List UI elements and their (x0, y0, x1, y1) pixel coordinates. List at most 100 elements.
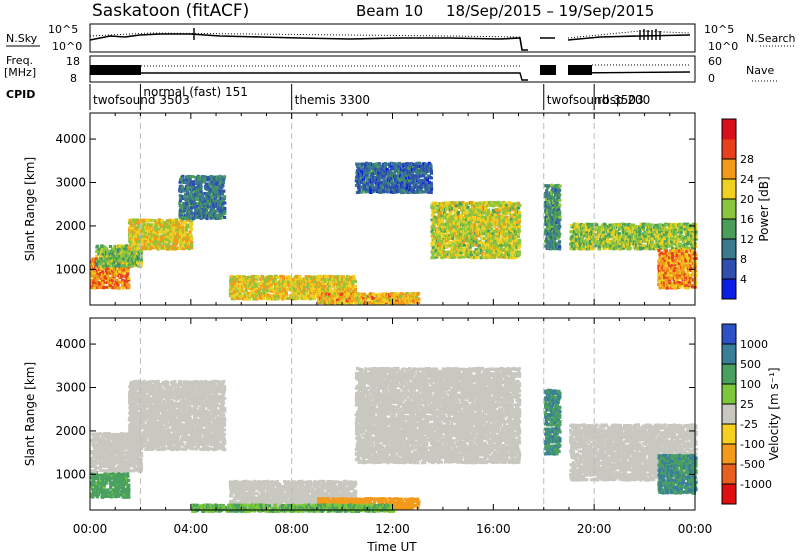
nsearch-tick-top: 10^5 (704, 23, 734, 36)
echo-cell (185, 178, 190, 182)
echo-cell (179, 207, 183, 211)
echo-cell (309, 292, 313, 295)
echo-cell (203, 199, 207, 203)
echo-cell (132, 257, 136, 261)
echo-cell (125, 250, 129, 253)
echo-cell (185, 228, 189, 232)
echo-cell (206, 185, 210, 189)
echo-cell (109, 276, 113, 280)
echo-cell (110, 278, 114, 282)
echo-cell (275, 285, 279, 288)
echo-cell (107, 264, 111, 268)
freq-tick-top: 18 (66, 55, 80, 68)
echo-cell (211, 202, 216, 206)
echo-cell (188, 240, 192, 244)
echo-cell (217, 189, 221, 193)
echo-cell (105, 247, 109, 251)
echo-cell (125, 281, 129, 285)
echo-cell (304, 275, 308, 279)
echo-cell (203, 213, 207, 217)
echo-cell (133, 235, 137, 239)
echo-cell (155, 244, 159, 248)
echo-cell (137, 262, 141, 266)
echo-cell (221, 209, 225, 213)
echo-cell (127, 276, 131, 280)
echo-cell (150, 223, 154, 227)
echo-cell (107, 249, 111, 253)
echo-cell (139, 226, 143, 230)
echo-cell (145, 231, 149, 234)
echo-cell (149, 230, 153, 234)
echo-cell (258, 294, 262, 298)
echo-cell (497, 234, 501, 238)
echo-cell (552, 239, 557, 243)
echo-cell (353, 279, 358, 283)
echo-cell (189, 203, 193, 207)
echo-cell (96, 271, 100, 275)
echo-cell (144, 239, 148, 243)
echo-cell (202, 180, 206, 184)
echo-cell (185, 214, 189, 217)
echo-cell (127, 283, 131, 287)
echo-cell (152, 230, 156, 234)
echo-cell (201, 192, 205, 196)
nsky-panel: N.Sky 10^5 10^0 10^5 10^0 N.Search (6, 23, 796, 53)
echo-cell (315, 280, 319, 284)
echo-cell (314, 291, 318, 295)
echo-cell (331, 278, 335, 281)
echo-cell (165, 235, 169, 239)
echo-cell (157, 223, 161, 227)
echo-cell (223, 209, 227, 213)
echo-cell (95, 261, 99, 265)
nsearch-label: N.Search (746, 32, 796, 45)
echo-cell (110, 271, 114, 275)
echo-cell (173, 232, 177, 236)
echo-cell (205, 188, 209, 191)
echo-cell (236, 283, 240, 286)
echo-cell (336, 285, 341, 289)
echo-cell (141, 240, 145, 244)
echo-cell (188, 230, 192, 234)
echo-cell (139, 255, 143, 259)
echo-cell (96, 260, 101, 264)
echo-cell (206, 202, 210, 206)
echo-cell (219, 216, 223, 220)
echo-cell (499, 246, 503, 250)
echo-cell (338, 279, 342, 283)
echo-cell (195, 182, 199, 185)
echo-cell (221, 180, 225, 184)
echo-cell (281, 297, 285, 301)
echo-cell (285, 277, 289, 281)
echo-cell (137, 242, 141, 246)
echo-cell (199, 183, 203, 187)
echo-cell (456, 210, 460, 214)
echo-cell (215, 202, 219, 206)
echo-cell (125, 274, 129, 278)
echo-cell (125, 276, 129, 280)
echo-cell (212, 199, 216, 203)
echo-cell (177, 247, 181, 250)
echo-cell (142, 220, 146, 224)
freq-band-late (568, 65, 592, 75)
echo-cell (137, 264, 141, 268)
echo-cell (294, 274, 298, 278)
echo-cell (230, 275, 235, 278)
echo-cell (169, 229, 173, 233)
echo-cell (222, 189, 226, 193)
echo-cell (198, 214, 202, 218)
echo-cell (182, 204, 187, 208)
echo-cell (136, 238, 140, 241)
echo-cell (124, 251, 128, 255)
echo-cell (159, 237, 163, 241)
echo-cell (208, 183, 212, 186)
echo-cell (229, 287, 233, 291)
echo-cell (274, 282, 278, 286)
echo-cell (248, 278, 252, 281)
echo-cell (234, 285, 238, 289)
echo-cell (280, 280, 284, 284)
echo-cell (115, 262, 119, 266)
echo-cell (429, 176, 433, 180)
freq-trace (141, 71, 691, 81)
echo-cell (215, 192, 220, 196)
